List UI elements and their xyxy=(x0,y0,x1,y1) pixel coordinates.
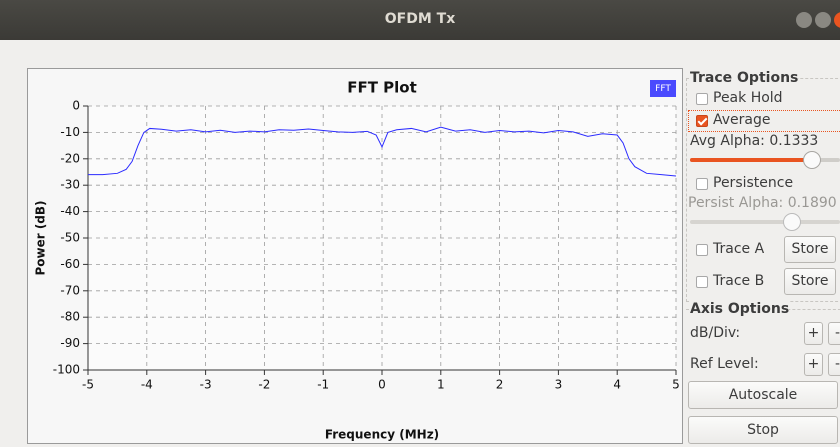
x-tick-label: -1 xyxy=(317,378,329,392)
plot-panel: 0 -10 -20 -30 -40 -50 -60 -70 -80 -90 -100 -5 -4 -3 -2… xyxy=(27,68,683,444)
x-tick-label: 1 xyxy=(437,378,445,392)
persistence-checkbox[interactable] xyxy=(696,178,708,190)
persist-alpha-label: Persist Alpha: 0.1890 xyxy=(688,195,837,211)
autoscale-button[interactable]: Autoscale xyxy=(688,381,838,409)
minimize-button[interactable] xyxy=(796,12,812,28)
peak-hold-label[interactable]: Peak Hold xyxy=(713,90,783,106)
legend-box xyxy=(650,80,676,97)
axis-options-title: Axis Options xyxy=(690,301,790,317)
x-tick-label: -4 xyxy=(141,378,153,392)
db-div-label: dB/Div: xyxy=(690,325,741,341)
trace-a-label[interactable]: Trace A xyxy=(713,241,765,257)
trace-b-store-button[interactable]: Store xyxy=(784,268,836,295)
title-bar xyxy=(0,0,840,40)
avg-alpha-label: Avg Alpha: 0.1333 xyxy=(690,133,819,149)
focus-ring xyxy=(688,110,840,132)
ref-level-minus[interactable]: - xyxy=(828,353,840,376)
close-button[interactable] xyxy=(834,12,840,28)
x-tick-label: 5 xyxy=(672,378,680,392)
x-tick-label: 2 xyxy=(496,378,504,392)
persist-alpha-handle[interactable] xyxy=(783,213,801,231)
y-tick-label: -20 xyxy=(60,151,80,165)
peak-hold-checkbox[interactable] xyxy=(696,93,708,105)
window-title: OFDM Tx xyxy=(384,11,456,27)
db-div-minus[interactable]: - xyxy=(828,322,840,345)
y-tick-label: -70 xyxy=(60,283,80,297)
y-tick-label: 0 xyxy=(72,99,80,113)
trace-options-title: Trace Options xyxy=(690,70,799,86)
trace-b-checkbox[interactable] xyxy=(696,276,708,288)
x-tick-label: -5 xyxy=(82,378,94,392)
x-tick-label: 3 xyxy=(555,378,563,392)
avg-alpha-handle[interactable] xyxy=(803,151,821,169)
y-tick-label: -40 xyxy=(60,204,80,218)
y-tick-label: -60 xyxy=(60,257,80,271)
y-tick-label: -30 xyxy=(60,178,80,192)
trace-b-label[interactable]: Trace B xyxy=(713,273,765,289)
fft-chart: 0-10-20-30-40-50-60-70-80-90-100-5 -4 -3 -2… xyxy=(34,79,680,442)
x-tick-label: -2 xyxy=(258,378,270,392)
y-tick-label: -50 xyxy=(60,231,80,245)
x-tick-label: -3 xyxy=(200,378,212,392)
y-tick-label: -90 xyxy=(60,336,80,350)
persist-alpha-track xyxy=(690,220,840,224)
y-tick-label: -100 xyxy=(53,363,80,377)
chart-title: FFT Plot xyxy=(347,79,417,97)
ref-level-label: Ref Level: xyxy=(690,356,759,372)
fft-line xyxy=(88,126,677,177)
x-axis-label: Frequency (MHz) xyxy=(325,428,439,442)
ref-level-plus[interactable]: + xyxy=(804,353,823,376)
maximize-button[interactable] xyxy=(815,12,831,28)
x-tick-label: 0 xyxy=(378,378,386,392)
average-checkbox[interactable] xyxy=(696,115,708,127)
trace-a-store-button[interactable]: Store xyxy=(784,236,836,263)
avg-alpha-fill xyxy=(690,158,812,162)
legend-label: FFT xyxy=(655,84,671,94)
average-label[interactable]: Average xyxy=(713,112,771,128)
db-div-plus[interactable]: + xyxy=(804,322,823,345)
x-tick-label: 4 xyxy=(613,378,621,392)
persistence-label[interactable]: Persistence xyxy=(713,175,794,191)
stop-button[interactable]: Stop xyxy=(688,416,838,444)
y-tick-label: -10 xyxy=(60,125,80,139)
trace-a-checkbox[interactable] xyxy=(696,244,708,256)
y-tick-label: -80 xyxy=(60,310,80,324)
y-axis-label: Power (dB) xyxy=(34,200,48,275)
